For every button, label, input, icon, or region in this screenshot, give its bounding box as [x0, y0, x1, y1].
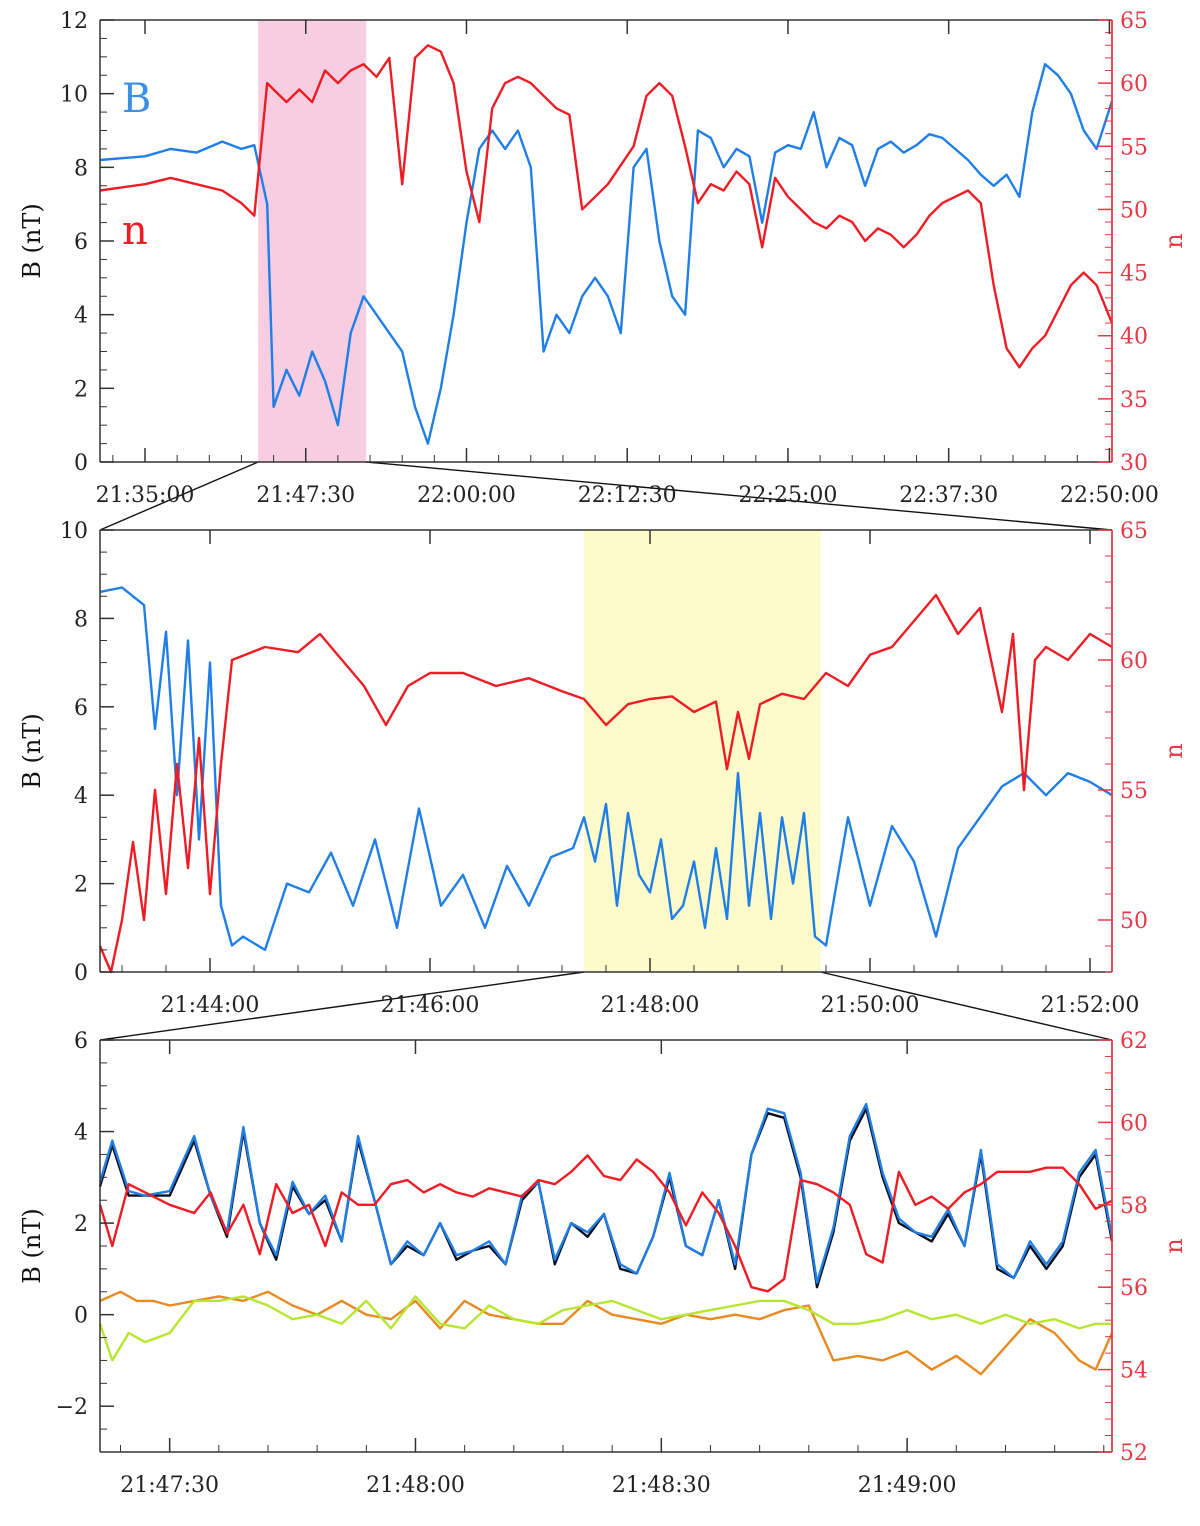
- x-tick-label-top: 22:00:00: [417, 483, 516, 508]
- series-line-top-b: [99, 62, 1114, 445]
- y-tick-label-bottom: −2: [56, 1395, 88, 1420]
- highlight-layer: [258, 20, 821, 972]
- series-line-middle-n: [98, 593, 1113, 974]
- y-tick-label-middle: 4: [74, 784, 88, 809]
- y-tick-label-bottom: 2: [74, 1212, 88, 1237]
- y2-tick-label-middle: 50: [1120, 909, 1148, 934]
- y-axis-title-bottom: B (nT): [18, 1208, 46, 1283]
- y2-tick-label-middle: 65: [1120, 519, 1148, 544]
- legend-label-n: n: [122, 208, 148, 254]
- highlight-band-yellow: [584, 530, 821, 972]
- x-tick-label-middle: 21:50:00: [821, 993, 920, 1018]
- y-tick-label-top: 8: [74, 156, 88, 181]
- y-tick-label-top: 0: [74, 451, 88, 476]
- y-axis-title-top: B (nT): [18, 203, 46, 278]
- zoom-connector-left: [99, 461, 259, 531]
- series-layer: [98, 44, 1114, 1376]
- y2-axis-title-bottom: n: [1160, 1238, 1188, 1253]
- y2-tick-label-top: 55: [1120, 135, 1148, 160]
- y-tick-label-middle: 10: [60, 519, 88, 544]
- y-tick-label-middle: 8: [74, 607, 88, 632]
- y-tick-label-top: 10: [60, 83, 88, 108]
- y2-tick-label-top: 50: [1120, 198, 1148, 223]
- y2-tick-label-top: 45: [1120, 262, 1148, 287]
- y-tick-label-top: 6: [74, 230, 88, 255]
- x-tick-label-middle: 21:48:00: [601, 993, 700, 1018]
- y-axis-title-middle: B (nT): [18, 713, 46, 788]
- series-line-top-n: [99, 44, 1114, 369]
- y2-tick-label-bottom: 62: [1120, 1029, 1148, 1054]
- zoom-connector-layer: [99, 461, 1113, 1041]
- zoom-connector-right: [366, 461, 1113, 531]
- y-tick-label-top: 2: [74, 377, 88, 402]
- x-tick-label-top: 22:37:30: [899, 483, 998, 508]
- y2-tick-label-top: 30: [1120, 451, 1148, 476]
- zoom-connector-left: [99, 971, 585, 1041]
- y-tick-label-top: 4: [74, 304, 88, 329]
- y2-tick-label-top: 40: [1120, 325, 1148, 350]
- y2-tick-label-bottom: 58: [1120, 1194, 1148, 1219]
- series-line-middle-b: [99, 586, 1113, 952]
- y-tick-label-bottom: 6: [74, 1029, 88, 1054]
- legend-label-B: B: [122, 76, 151, 122]
- y2-tick-label-bottom: 60: [1120, 1111, 1148, 1136]
- x-tick-label-bottom: 21:48:30: [612, 1473, 711, 1498]
- x-tick-label-middle: 21:44:00: [161, 993, 260, 1018]
- y2-tick-label-bottom: 56: [1120, 1276, 1148, 1301]
- x-tick-label-bottom: 21:49:00: [858, 1473, 957, 1498]
- y-tick-label-bottom: 0: [74, 1304, 88, 1329]
- y2-tick-label-top: 65: [1120, 9, 1148, 34]
- y2-tick-label-middle: 55: [1120, 779, 1148, 804]
- x-tick-label-middle: 21:52:00: [1041, 993, 1140, 1018]
- series-line-bottom-b: [98, 1102, 1114, 1284]
- y2-tick-label-bottom: 54: [1120, 1359, 1148, 1384]
- x-tick-label-top: 22:50:00: [1060, 483, 1159, 508]
- series-line-bottom-comp-orange: [99, 1290, 1114, 1376]
- y2-tick-label-top: 35: [1120, 388, 1148, 413]
- zoom-connector-right: [820, 971, 1113, 1041]
- y-tick-label-middle: 0: [74, 961, 88, 986]
- y2-tick-label-middle: 60: [1120, 649, 1148, 674]
- y-tick-label-top: 12: [60, 9, 88, 34]
- x-tick-label-top: 21:47:30: [256, 483, 355, 508]
- x-tick-label-top: 22:12:30: [578, 483, 677, 508]
- y2-tick-label-top: 60: [1120, 72, 1148, 97]
- x-tick-label-top: 22:25:00: [739, 483, 838, 508]
- y-tick-label-middle: 2: [74, 873, 88, 898]
- x-tick-label-top: 21:35:00: [96, 483, 195, 508]
- y-tick-label-middle: 6: [74, 696, 88, 721]
- y2-axis-title-top: n: [1160, 233, 1188, 248]
- series-line-bottom-n: [98, 1154, 1113, 1293]
- x-tick-label-bottom: 21:47:30: [120, 1473, 219, 1498]
- x-tick-label-middle: 21:46:00: [381, 993, 480, 1018]
- y2-tick-label-bottom: 52: [1120, 1441, 1148, 1466]
- x-tick-label-bottom: 21:48:00: [366, 1473, 465, 1498]
- y2-axis-title-middle: n: [1160, 743, 1188, 758]
- series-line-bottom-comp-lime: [98, 1295, 1112, 1362]
- y-tick-label-bottom: 4: [74, 1121, 88, 1146]
